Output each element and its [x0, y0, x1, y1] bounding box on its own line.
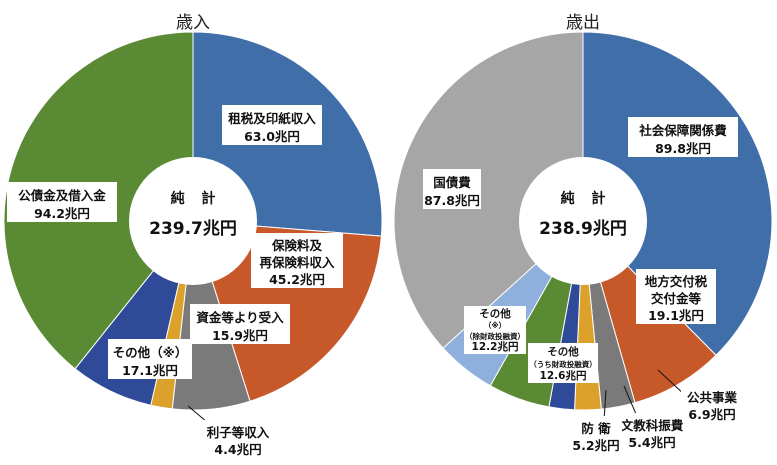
label-0-3-line-0: 利子等収入: [207, 425, 270, 440]
label-1-6-line-1: （※）: [484, 320, 506, 330]
label-1-1-line-0: 地方交付税: [645, 274, 708, 289]
slice-1-7: [393, 31, 584, 349]
label-0-2-line-0: 資金等より受入: [196, 310, 284, 325]
label-1-4-line-1: 5.2兆円: [572, 438, 619, 453]
label-box-0-4: [108, 339, 192, 379]
label-box-0-5: [7, 182, 117, 222]
label-1-5-line-1: （うち財政投融資）: [529, 359, 597, 369]
leader-line-1-4: [603, 389, 607, 422]
label-box-1-4: [570, 416, 622, 454]
revenue-center-line1: 純 計: [171, 190, 222, 207]
label-box-0-2: [190, 304, 290, 344]
label-box-0-3: [199, 420, 277, 458]
label-0-1-line-2: 45.2兆円: [269, 272, 325, 287]
label-box-1-7: [423, 169, 481, 209]
revenue-center: 純 計 239.7兆円: [149, 190, 237, 239]
label-0-2-line-1: 15.9兆円: [212, 328, 268, 343]
expenditure-center: 純 計 238.9兆円: [539, 190, 627, 239]
label-1-1-line-2: 19.1兆円: [648, 308, 704, 323]
revenue-center-total: 239.7兆円: [149, 219, 237, 239]
label-1-6-line-0: その他: [479, 307, 511, 320]
label-0-0-line-1: 63.0兆円: [244, 129, 300, 144]
label-box-1-0: [628, 117, 738, 157]
donut-hole-1: [519, 157, 647, 285]
label-1-1-line-1: 交付金等: [651, 291, 702, 306]
label-0-5-line-1: 94.2兆円: [34, 206, 90, 221]
label-box-1-6: [464, 306, 526, 354]
label-0-1-line-1: 再保険料収入: [259, 255, 335, 270]
label-0-5-line-0: 公債金及借入金: [18, 188, 106, 203]
label-1-5-line-2: 12.6兆円: [540, 369, 587, 382]
label-1-2-line-0: 公共事業: [687, 390, 738, 405]
right-chart-title: 歳出: [566, 13, 600, 33]
label-box-1-1: [636, 269, 716, 324]
label-1-2-line-1: 6.9兆円: [688, 407, 735, 422]
label-box-1-2: [681, 385, 743, 423]
left-chart-title: 歳入: [176, 13, 210, 33]
leader-line-1-3: [623, 385, 637, 415]
label-0-0-line-0: 租税及印紙収入: [228, 111, 316, 126]
label-1-3-line-0: 文教科振費: [621, 418, 684, 433]
label-1-3-line-1: 5.4兆円: [628, 435, 675, 450]
label-1-0-line-1: 89.8兆円: [655, 141, 711, 156]
label-0-4-line-0: その他（※）: [113, 345, 188, 360]
label-1-7-line-1: 87.8兆円: [424, 193, 480, 208]
label-box-1-3: [615, 413, 689, 451]
label-box-0-1: [251, 233, 343, 288]
label-1-0-line-0: 社会保障関係費: [638, 123, 727, 138]
donut-hole-0: [129, 157, 257, 285]
slice-1-0: [582, 31, 773, 356]
label-0-3-line-1: 4.4兆円: [214, 442, 261, 457]
expenditure-center-total: 238.9兆円: [539, 219, 627, 239]
expenditure-center-line1: 純 計: [561, 190, 612, 207]
label-0-4-line-1: 17.1兆円: [122, 363, 178, 378]
label-1-6-line-3: 12.2兆円: [472, 340, 519, 353]
label-1-7-line-0: 国債費: [433, 175, 471, 190]
label-1-6-line-2: （除財政投融資）: [465, 331, 525, 341]
label-box-0-0: [222, 105, 322, 145]
label-box-1-5: [528, 343, 598, 383]
label-1-5-line-0: その他: [547, 345, 579, 358]
label-0-1-line-0: 保険料及: [271, 238, 323, 253]
label-1-4-line-0: 防 衛: [581, 421, 611, 436]
